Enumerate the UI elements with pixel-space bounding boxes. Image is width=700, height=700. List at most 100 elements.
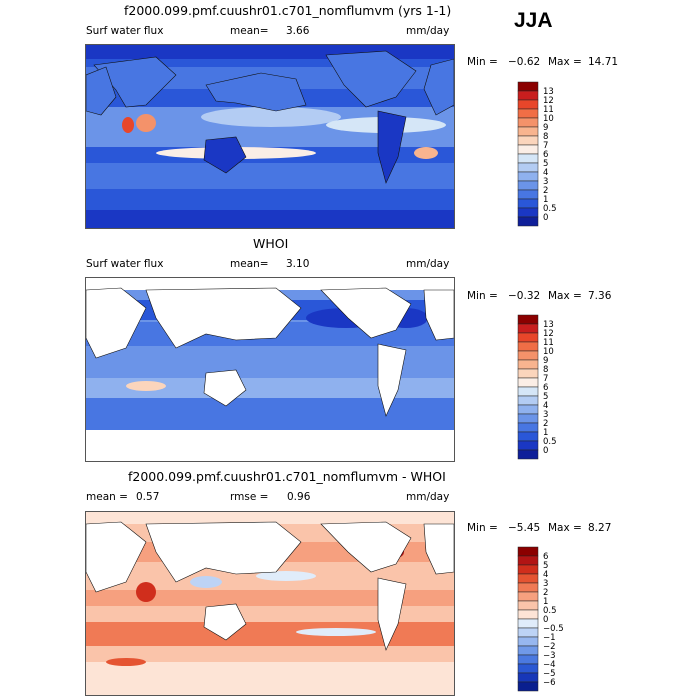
panel-3-max-value: 8.27: [588, 522, 612, 534]
colorbar-swatch: [517, 198, 539, 209]
colorbar-tick-label: 0: [543, 446, 548, 456]
colorbar-swatch: [517, 314, 539, 325]
colorbar-swatch: [517, 189, 539, 200]
colorbar-swatch: [517, 600, 539, 611]
colorbar-tick-label: −4: [543, 660, 556, 670]
colorbar-swatch: [517, 90, 539, 101]
colorbar-swatch: [517, 359, 539, 370]
colorbar-swatch: [517, 413, 539, 424]
colorbar-swatch: [517, 350, 539, 361]
colorbar-swatch: [517, 555, 539, 566]
colorbar-tick-label: −6: [543, 678, 556, 688]
colorbar-swatch: [517, 645, 539, 656]
colorbar-swatch: [517, 117, 539, 128]
colorbar-tick-label: 1: [543, 428, 548, 438]
colorbar-tick-label: 8: [543, 365, 548, 375]
colorbar-swatch: [517, 591, 539, 602]
colorbar-tick-label: 11: [543, 105, 554, 115]
colorbar-tick-label: −5: [543, 669, 556, 679]
panel-1-colorbar: 13 12 11 10 9 8 7 6 5 4 3 2 1 0.5 0: [517, 80, 578, 230]
colorbar-swatch: [517, 564, 539, 575]
colorbar-tick-label: 9: [543, 356, 548, 366]
colorbar-tick-label: 5: [543, 392, 548, 402]
colorbar-swatch: [517, 162, 539, 173]
panel-3-min-label: Min =: [467, 522, 498, 534]
colorbar-tick-label: 5: [543, 159, 548, 169]
panel-2-min-label: Min =: [467, 290, 498, 302]
colorbar-swatch: [517, 341, 539, 352]
colorbar-swatch: [517, 81, 539, 92]
colorbar-tick-label: 6: [543, 150, 548, 160]
colorbar-tick-label: 11: [543, 338, 554, 348]
panel-1-map: [85, 44, 455, 229]
panel-1-max-label: Max =: [548, 56, 582, 68]
panel-3-rmse-value: 0.96: [287, 491, 311, 503]
colorbar-swatch: [517, 663, 539, 674]
colorbar-swatch: [517, 144, 539, 155]
colorbar-swatch: [517, 672, 539, 683]
colorbar-swatch: [517, 440, 539, 451]
panel-3-mean-label: mean =: [86, 491, 128, 503]
colorbar-tick-label: 5: [543, 561, 548, 571]
panel-3-rmse-label: rmse =: [230, 491, 269, 503]
colorbar-swatch: [517, 609, 539, 620]
colorbar-tick-label: −0.5: [543, 624, 564, 634]
colorbar-swatch: [517, 108, 539, 119]
colorbar-swatch: [517, 681, 539, 692]
colorbar-swatch: [517, 627, 539, 638]
colorbar-tick-label: −1: [543, 633, 556, 643]
panel-2-title: WHOI: [253, 236, 289, 251]
colorbar-tick-label: 2: [543, 419, 548, 429]
colorbar-swatch: [517, 135, 539, 146]
colorbar-swatch: [517, 377, 539, 388]
panel-1-title: f2000.099.pmf.cuushr01.c701_nomflumvm (y…: [124, 3, 452, 18]
colorbar-tick-label: 2: [543, 186, 548, 196]
panel-1-min-label: Min =: [467, 56, 498, 68]
colorbar-tick-label: 12: [543, 329, 554, 339]
colorbar-swatch: [517, 323, 539, 334]
panel-3-colorbar: 6 5 4 3 2 1 0.5 0 −0.5 −1 −2 −3 −4 −5 −6: [517, 545, 578, 695]
panel-3-map: [85, 511, 455, 696]
panel-1-variable-label: Surf water flux: [86, 25, 164, 37]
colorbar-swatch: [517, 654, 539, 665]
colorbar-swatch: [517, 546, 539, 557]
panel-3-title: f2000.099.pmf.cuushr01.c701_nomflumvm - …: [128, 469, 446, 484]
colorbar-tick-label: 2: [543, 588, 548, 598]
colorbar-tick-label: 1: [543, 597, 548, 607]
panel-2-units: mm/day: [406, 258, 450, 270]
colorbar-tick-label: 0: [543, 615, 548, 625]
colorbar-tick-label: −2: [543, 642, 556, 652]
panel-2-colorbar: 13 12 11 10 9 8 7 6 5 4 3 2 1 0.5 0: [517, 313, 578, 463]
colorbar-swatch: [517, 216, 539, 227]
colorbar-tick-label: 13: [543, 87, 554, 97]
panel-1-min-value: −0.62: [508, 56, 541, 68]
colorbar-tick-label: 12: [543, 96, 554, 106]
colorbar-tick-label: 1: [543, 195, 548, 205]
colorbar-swatch: [517, 386, 539, 397]
colorbar-swatch: [517, 573, 539, 584]
colorbar-tick-label: 4: [543, 570, 548, 580]
colorbar-swatch: [517, 395, 539, 406]
colorbar-tick-label: 3: [543, 579, 548, 589]
colorbar-tick-label: 8: [543, 132, 548, 142]
colorbar-tick-label: 0.5: [543, 437, 557, 447]
colorbar-swatch: [517, 636, 539, 647]
panel-2-mean-value: 3.10: [286, 258, 310, 270]
colorbar-swatch: [517, 449, 539, 460]
colorbar-swatch: [517, 332, 539, 343]
colorbar-swatch: [517, 99, 539, 110]
colorbar-swatch: [517, 153, 539, 164]
colorbar-tick-label: 9: [543, 123, 548, 133]
panel-2-mean-label: mean=: [230, 258, 269, 270]
colorbar-swatch: [517, 180, 539, 191]
colorbar-tick-label: 13: [543, 320, 554, 330]
colorbar-swatch: [517, 422, 539, 433]
colorbar-swatch: [517, 618, 539, 629]
colorbar-tick-label: 4: [543, 168, 548, 178]
colorbar-tick-label: 6: [543, 552, 548, 562]
colorbar-tick-label: 0.5: [543, 204, 557, 214]
colorbar-tick-label: −3: [543, 651, 556, 661]
panel-3-min-value: −5.45: [508, 522, 541, 534]
colorbar-tick-label: 7: [543, 374, 548, 384]
colorbar-swatch: [517, 582, 539, 593]
